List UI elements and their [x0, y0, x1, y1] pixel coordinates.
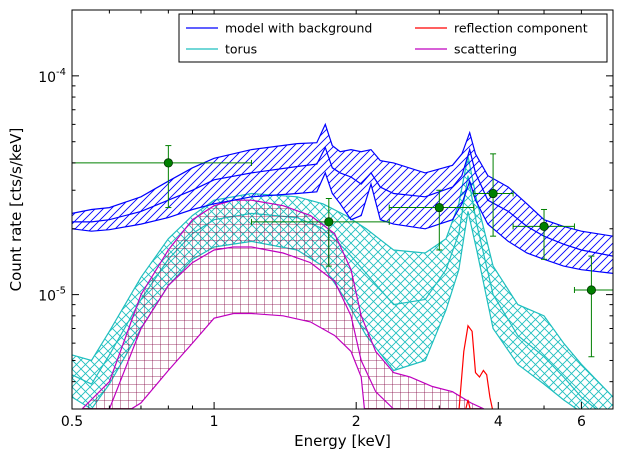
model-with-background-lower-line [72, 171, 613, 274]
legend-label: scattering [454, 42, 517, 57]
model-with-background-upper-line [72, 122, 613, 237]
x-tick-label: 1 [210, 414, 219, 430]
data-points [72, 145, 613, 358]
data-marker [163, 158, 173, 168]
model-with-background-middle-line [72, 146, 613, 257]
x-tick-label: 6 [577, 414, 586, 430]
scattering-lower-line [130, 312, 366, 409]
scattering-band [82, 200, 485, 409]
data-point [388, 189, 475, 251]
legend-box [178, 13, 608, 63]
scattering-upper-line [81, 199, 486, 409]
x-axis-label: Energy [keV] [294, 432, 391, 450]
y-tick-label: 10-5 [38, 286, 66, 305]
y-axis-label: Count rate [cts/s/keV] [7, 128, 25, 292]
legend-item: scattering [415, 42, 517, 57]
data-marker [539, 221, 549, 232]
legend-label: torus [225, 42, 257, 57]
legend-label: reflection component [454, 21, 588, 36]
reflection-component-lower-line [465, 399, 471, 409]
model-with-background-series [72, 122, 613, 274]
data-point [573, 255, 613, 358]
plot-frame [71, 9, 614, 410]
data-marker [324, 217, 334, 227]
x-tick-label: 2 [352, 414, 361, 430]
data-point [473, 153, 514, 237]
y-tick-label: 10-4 [38, 67, 66, 86]
scattering-middle-line [107, 246, 396, 409]
legend-label: model with background [225, 21, 372, 36]
data-marker [488, 188, 498, 199]
data-marker [434, 202, 444, 213]
legend-item: reflection component [415, 21, 588, 36]
x-tick-label: 0.5 [61, 414, 83, 430]
scattering-series [81, 199, 486, 409]
reflection-component-upper-line [458, 324, 494, 409]
data-point [250, 198, 390, 267]
legend-item: model with background [186, 21, 372, 36]
data-point [72, 145, 252, 209]
data-point [512, 208, 575, 260]
x-tick-label: 4 [494, 414, 503, 430]
legend-item: torus [186, 42, 257, 57]
torus-upper-line [72, 155, 613, 398]
data-marker [586, 285, 597, 295]
reflection-component-series [458, 324, 494, 409]
